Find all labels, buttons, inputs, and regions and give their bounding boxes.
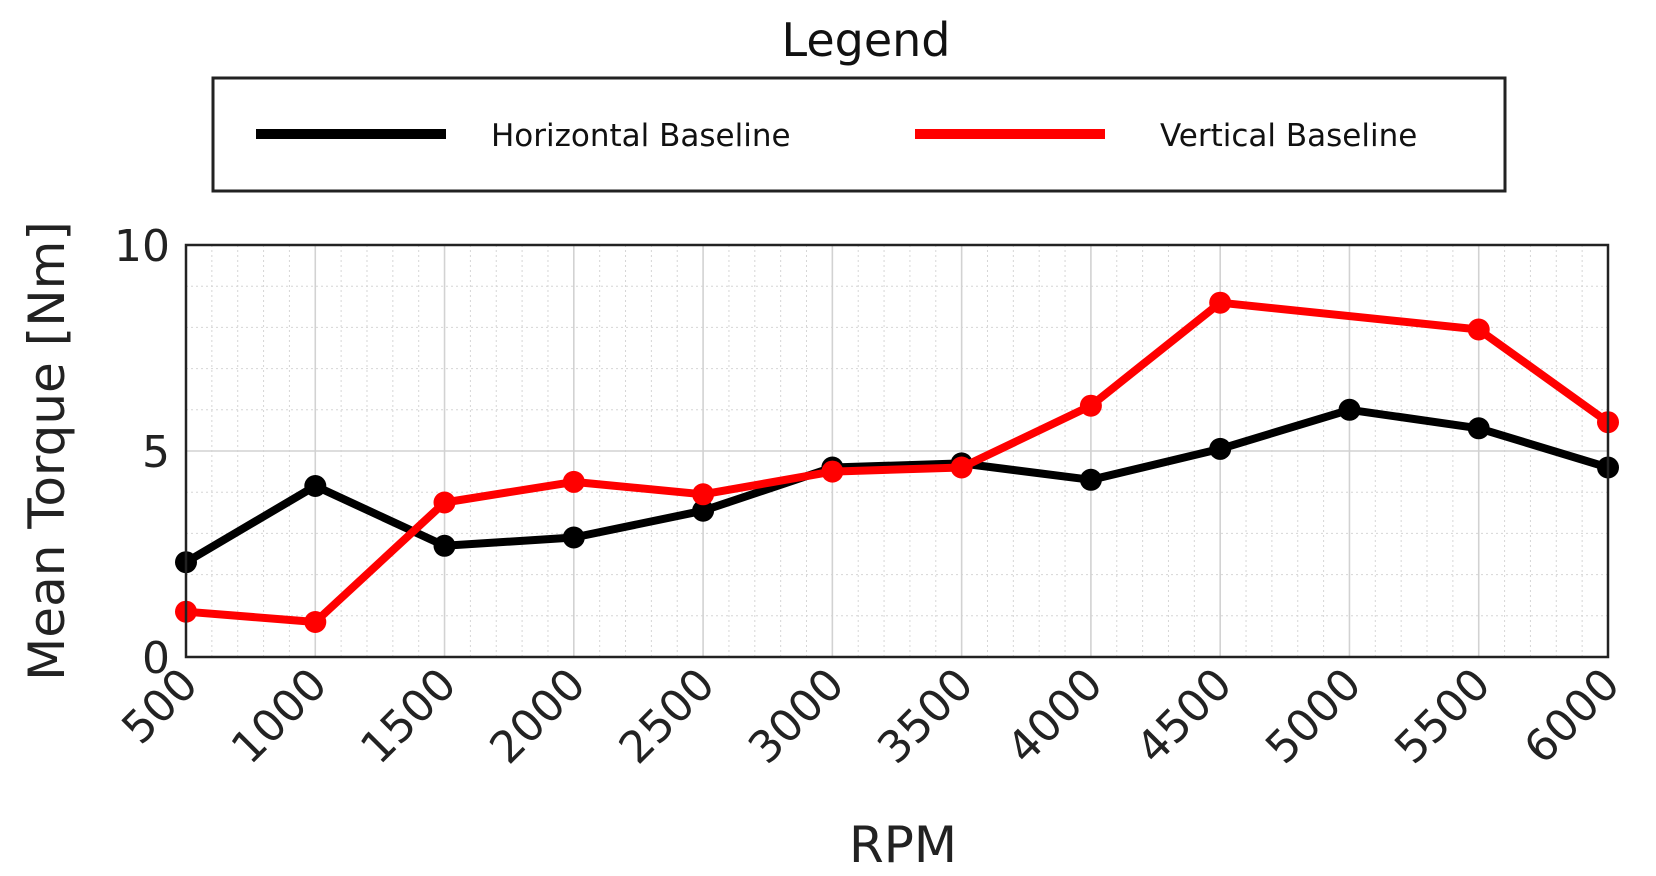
legend-title: Legend: [782, 13, 951, 67]
data-point-vertical-baseline: [562, 470, 585, 493]
data-point-vertical-baseline: [950, 456, 973, 479]
data-point-vertical-baseline: [821, 460, 844, 483]
series-line-horizontal-baseline: [182, 405, 1612, 567]
data-point-horizontal-baseline: [1209, 437, 1232, 460]
legend-label-vertical-baseline: Vertical Baseline: [1160, 118, 1417, 154]
y-tick-label: 10: [114, 221, 170, 272]
data-point-horizontal-baseline: [692, 499, 715, 522]
series-layer: [175, 291, 1619, 633]
x-tick-label: 5000: [1256, 659, 1371, 774]
y-axis-ticks: 0 5 10: [114, 221, 170, 684]
data-point-vertical-baseline: [1079, 394, 1102, 417]
data-point-horizontal-baseline: [1079, 468, 1102, 491]
plot-area: [175, 243, 1619, 659]
data-point-horizontal-baseline: [1338, 398, 1361, 421]
x-tick-label: 4000: [997, 659, 1112, 774]
x-tick-label: 1500: [351, 659, 466, 774]
data-point-vertical-baseline: [304, 611, 327, 633]
data-point-vertical-baseline: [1209, 291, 1232, 314]
data-point-horizontal-baseline: [1467, 417, 1490, 440]
y-tick-label: 5: [142, 427, 170, 478]
series-vertical-baseline: [175, 291, 1619, 633]
legend: Legend Horizontal Baseline Vertical Base…: [211, 13, 1507, 193]
legend-label-horizontal-baseline: Horizontal Baseline: [491, 118, 791, 154]
plot-frame: [184, 243, 1610, 659]
series-horizontal-baseline: [175, 398, 1619, 574]
x-tick-label: 5500: [1385, 659, 1500, 774]
y-tick-label: 0: [142, 633, 170, 684]
x-tick-label: 500: [112, 659, 207, 754]
data-point-vertical-baseline: [433, 491, 456, 514]
y-axis-label: Mean Torque [Nm]: [18, 221, 76, 681]
x-tick-label: 3500: [868, 659, 983, 774]
data-point-horizontal-baseline: [304, 475, 327, 497]
x-tick-label: 1000: [222, 659, 337, 774]
data-point-horizontal-baseline: [433, 534, 456, 557]
x-tick-label: 4500: [1127, 659, 1242, 774]
x-tick-label: 2500: [610, 659, 725, 774]
data-point-vertical-baseline: [692, 483, 715, 506]
x-tick-label: 3000: [739, 659, 854, 774]
x-axis-label: RPM: [849, 816, 957, 874]
x-axis-ticks: 500 1000 1500 2000 2500 3000 3500 4000 4500 5000 5…: [112, 659, 1629, 774]
data-point-vertical-baseline: [1467, 318, 1490, 341]
data-point-horizontal-baseline: [562, 526, 585, 549]
x-tick-label: 2000: [480, 659, 595, 774]
x-tick-label: 6000: [1515, 659, 1630, 774]
